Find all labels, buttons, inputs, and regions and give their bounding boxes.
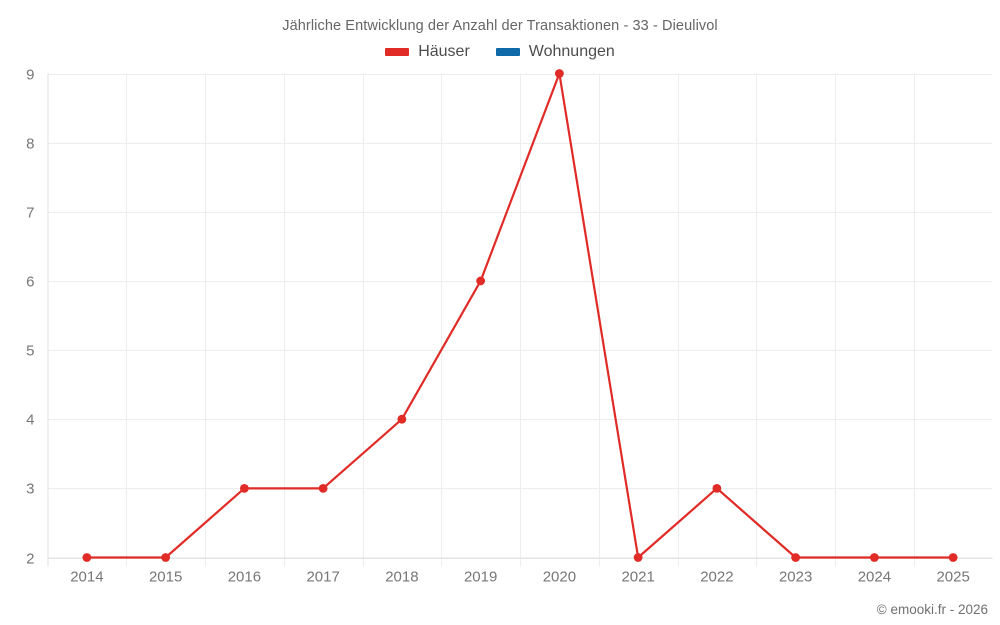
- y-tick-label: 2: [26, 551, 34, 568]
- y-tick-label: 6: [26, 274, 34, 291]
- y-tick-label: 4: [26, 412, 34, 429]
- data-point-marker[interactable]: [318, 483, 328, 493]
- legend-swatch-wohnungen-icon: [495, 48, 520, 56]
- chart-legend: Häuser Wohnungen: [0, 44, 1000, 60]
- legend-swatch-hauser-icon: [385, 48, 410, 56]
- x-tick-label: 2022: [700, 569, 733, 586]
- data-point-marker[interactable]: [869, 553, 879, 562]
- y-axis-tick-labels: 2 3 4 5 6 7 8 9: [26, 67, 34, 568]
- y-tick-label: 7: [26, 205, 34, 222]
- series-line: [85, 72, 955, 559]
- data-point-marker[interactable]: [554, 69, 564, 78]
- y-tick-label: 3: [26, 481, 34, 498]
- data-point-marker[interactable]: [161, 553, 171, 562]
- chart-title: Jährliche Entwicklung der Anzahl der Tra…: [282, 18, 718, 34]
- x-tick-label: 2020: [543, 569, 576, 586]
- y-tick-label: 5: [26, 343, 34, 360]
- x-tick-label: 2014: [70, 569, 103, 586]
- y-tick-label: 8: [26, 136, 34, 153]
- x-tick-label: 2018: [385, 569, 418, 586]
- data-point-marker[interactable]: [791, 553, 801, 562]
- data-point-marker[interactable]: [239, 483, 249, 493]
- x-tick-label: 2019: [464, 569, 497, 586]
- x-tick-label: 2015: [149, 569, 182, 586]
- data-point-marker[interactable]: [712, 483, 722, 493]
- legend-label-hauser: Häuser: [418, 43, 470, 60]
- data-point-marker[interactable]: [82, 553, 92, 562]
- x-tick-label: 2023: [779, 569, 812, 586]
- x-tick-label: 2016: [228, 569, 261, 586]
- series-hauser: [82, 69, 958, 562]
- chart-credit: © emooki.fr - 2026: [876, 602, 988, 617]
- y-tick-label: 9: [26, 67, 34, 84]
- x-tick-label: 2021: [621, 569, 654, 586]
- legend-label-wohnungen: Wohnungen: [528, 43, 615, 60]
- data-point-marker[interactable]: [948, 553, 958, 562]
- x-tick-label: 2025: [936, 569, 969, 586]
- legend-item-hauser[interactable]: Häuser: [385, 44, 470, 60]
- data-point-marker[interactable]: [476, 276, 486, 286]
- x-tick-label: 2024: [858, 569, 891, 586]
- legend-item-wohnungen[interactable]: Wohnungen: [495, 43, 615, 60]
- x-axis-tick-labels: 2014 2015 2016 2017 2018 2019 2020 2021 2022 2023…: [70, 569, 970, 586]
- data-point-marker[interactable]: [633, 553, 643, 562]
- data-point-marker[interactable]: [397, 414, 407, 424]
- x-tick-label: 2017: [306, 569, 339, 586]
